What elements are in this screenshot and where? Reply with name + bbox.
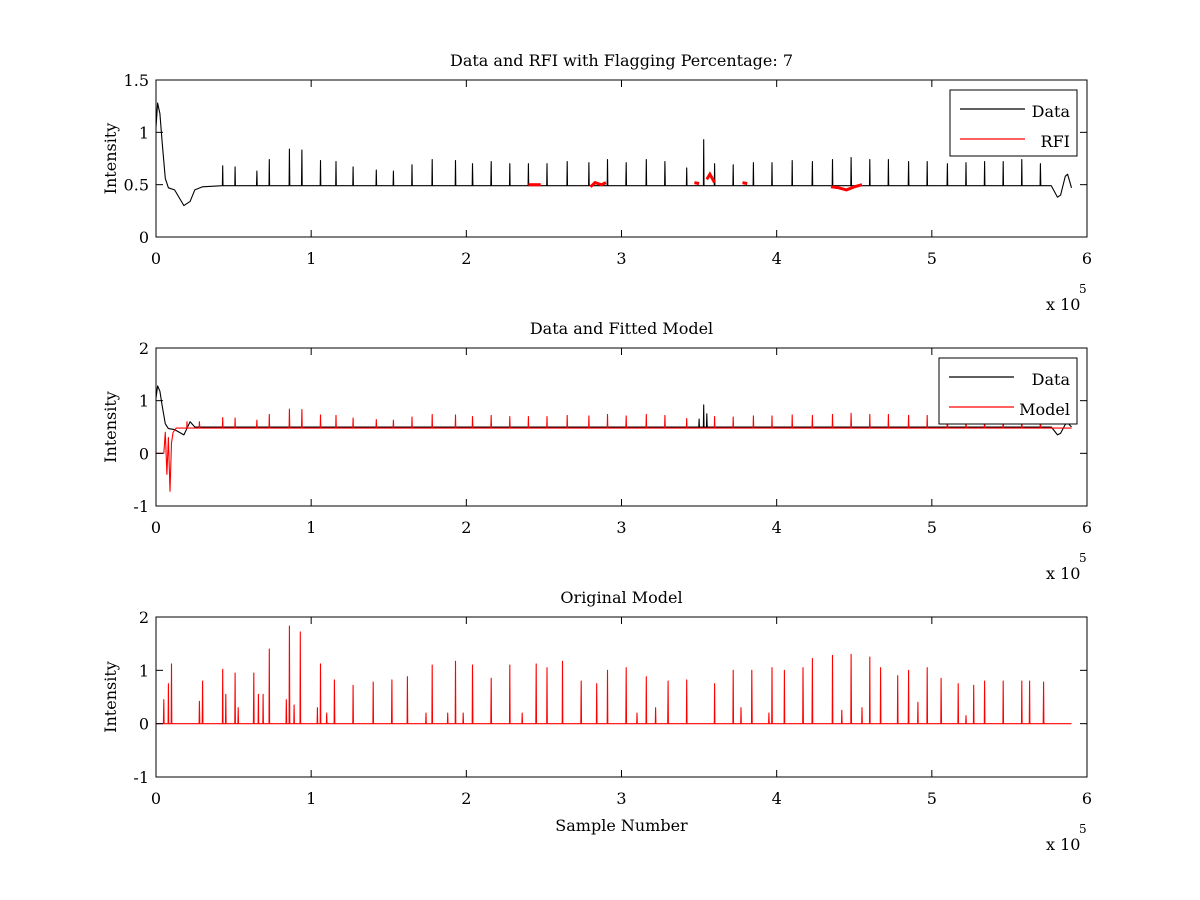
x-tick-label: 4 bbox=[772, 518, 782, 537]
axes-box bbox=[155, 616, 1088, 778]
subplot-title: Data and Fitted Model bbox=[530, 319, 713, 338]
y-tick-label: 0 bbox=[139, 444, 149, 463]
axes-box bbox=[155, 79, 1088, 238]
series-line bbox=[156, 385, 1072, 436]
x-tick-label: 3 bbox=[616, 249, 626, 268]
series-line bbox=[156, 408, 1072, 492]
x-tick-label: 4 bbox=[772, 789, 782, 808]
x-tick-label: 1 bbox=[306, 518, 316, 537]
x-tick-label: 1 bbox=[306, 789, 316, 808]
series-line bbox=[156, 625, 1072, 725]
legend-label: Data bbox=[1032, 370, 1071, 389]
legend-label: Data bbox=[1032, 102, 1071, 121]
x-exponent-label: x 10 bbox=[1046, 564, 1080, 583]
rfi-segment bbox=[830, 183, 863, 192]
series-model-3 bbox=[156, 625, 1072, 725]
x-tick-label: 5 bbox=[927, 518, 937, 537]
legend-box bbox=[949, 89, 1078, 157]
x-axis-label: Sample Number bbox=[555, 816, 688, 835]
subplot-1: 0 1 2 3 4 5 6 0 0.5 1 1.5 Data and RFI with Flaggin… bbox=[101, 51, 1092, 314]
legend-label: RFI bbox=[1041, 132, 1070, 151]
x-tick-label: 6 bbox=[1082, 518, 1092, 537]
x-exponent: 5 bbox=[1079, 282, 1087, 296]
x-exponent: 5 bbox=[1079, 551, 1087, 565]
rfi-segment bbox=[705, 171, 716, 184]
x-tick-label: 0 bbox=[151, 518, 161, 537]
x-tick-label: 0 bbox=[151, 249, 161, 268]
x-tick-label: 2 bbox=[461, 518, 471, 537]
x-exponent: 5 bbox=[1079, 822, 1087, 836]
x-exponent-label: x 10 bbox=[1046, 295, 1080, 314]
y-axis-label: Intensity bbox=[101, 123, 120, 195]
series-rfi-1 bbox=[528, 171, 863, 192]
x-tick-label: 2 bbox=[461, 249, 471, 268]
y-tick-label: -1 bbox=[133, 768, 149, 787]
series-data-1 bbox=[156, 102, 1073, 207]
legend: Data Model bbox=[938, 357, 1078, 425]
y-tick-label: -1 bbox=[133, 497, 149, 516]
legend-label: Model bbox=[1019, 400, 1070, 419]
series-model-2 bbox=[156, 408, 1072, 492]
x-tick-label: 3 bbox=[616, 518, 626, 537]
rfi-segment bbox=[589, 180, 607, 188]
x-tick-label: 2 bbox=[461, 789, 471, 808]
x-exponent-label: x 10 bbox=[1046, 835, 1080, 854]
subplot-title: Original Model bbox=[560, 588, 682, 607]
x-tick-label: 4 bbox=[772, 249, 782, 268]
legend: Data RFI bbox=[949, 89, 1078, 157]
y-tick-label: 1 bbox=[139, 392, 149, 411]
y-tick-label: 1 bbox=[139, 123, 149, 142]
y-tick-label: 2 bbox=[139, 608, 149, 627]
subplot-title: Data and RFI with Flagging Percentage: 7 bbox=[450, 51, 793, 70]
x-tick-label: 5 bbox=[927, 789, 937, 808]
legend-box bbox=[938, 357, 1078, 425]
series-data-2 bbox=[156, 385, 1072, 436]
y-tick-label: 0 bbox=[139, 228, 149, 247]
y-tick-label: 0.5 bbox=[124, 176, 149, 195]
x-tick-label: 0 bbox=[151, 789, 161, 808]
y-tick-label: 1 bbox=[139, 661, 149, 680]
y-tick-label: 2 bbox=[139, 339, 149, 358]
x-tick-label: 6 bbox=[1082, 789, 1092, 808]
y-tick-label: 0 bbox=[139, 715, 149, 734]
y-tick-label: 1.5 bbox=[124, 71, 149, 90]
rfi-segment bbox=[694, 181, 700, 186]
x-tick-label: 1 bbox=[306, 249, 316, 268]
y-axis-label: Intensity bbox=[101, 391, 120, 463]
x-tick-label: 6 bbox=[1082, 249, 1092, 268]
y-axis-label: Intensity bbox=[101, 661, 120, 733]
series-line bbox=[156, 102, 1073, 207]
x-tick-label: 3 bbox=[616, 789, 626, 808]
x-tick-label: 5 bbox=[927, 249, 937, 268]
rfi-segment bbox=[742, 181, 748, 186]
